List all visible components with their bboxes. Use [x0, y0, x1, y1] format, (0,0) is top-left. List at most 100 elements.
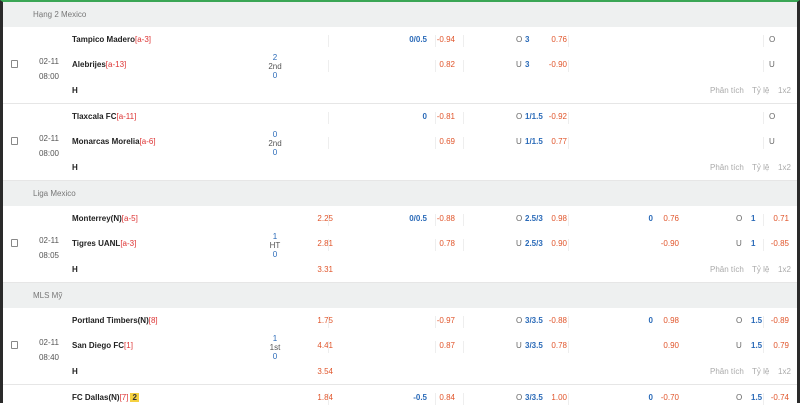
h1-ou-odds[interactable]: 0.79 — [773, 341, 789, 350]
odds-1x2[interactable]: 2.25 — [317, 214, 333, 223]
odds-1x2[interactable]: 3.54 — [317, 367, 333, 376]
handicap-line[interactable]: 0/0.5 — [409, 35, 427, 44]
team-name[interactable]: H — [72, 163, 78, 173]
team-name[interactable]: Tigres UANL[a-3] — [72, 239, 136, 249]
ou-label[interactable]: O — [516, 393, 523, 402]
ou-odds[interactable]: 0.90 — [551, 239, 567, 248]
analysis-link[interactable]: Phân tích — [710, 86, 744, 95]
ou-odds[interactable]: -0.92 — [548, 112, 567, 121]
1x2-link[interactable]: 1x2 — [778, 367, 791, 376]
h1-handicap-odds[interactable]: 0.90 — [663, 341, 679, 350]
odds-1x2[interactable]: 1.84 — [317, 393, 333, 402]
ou-label[interactable]: U — [516, 137, 522, 146]
h1-ou-line[interactable]: 1.5 — [751, 341, 763, 350]
handicap-odds[interactable]: 0.78 — [439, 239, 455, 248]
handicap-odds[interactable]: 0.84 — [439, 393, 455, 402]
h1-ou-odds[interactable]: -0.85 — [770, 239, 789, 248]
ou-line[interactable]: 2.5/3 — [525, 214, 543, 223]
h1-handicap-line[interactable]: 0 — [648, 393, 653, 402]
h1-handicap-line[interactable]: 0 — [648, 316, 653, 325]
ou-label[interactable]: U — [516, 60, 522, 69]
ou-odds[interactable]: 1.00 — [551, 393, 567, 402]
ou-label[interactable]: O — [516, 112, 523, 121]
handicap-line[interactable]: 0 — [422, 112, 427, 121]
ou-line[interactable]: 3/3.5 — [525, 393, 543, 402]
h1-ou-odds[interactable]: -0.89 — [770, 316, 789, 325]
favorite-icon[interactable] — [11, 239, 18, 247]
1x2-link[interactable]: 1x2 — [778, 163, 791, 172]
odds-link[interactable]: Tỷ lệ — [752, 367, 770, 376]
h1-ou-label[interactable]: U — [769, 137, 775, 146]
h1-handicap-odds[interactable]: 0.76 — [663, 214, 679, 223]
ou-line[interactable]: 3 — [525, 60, 530, 69]
handicap-odds[interactable]: -0.97 — [436, 316, 455, 325]
h1-ou-label[interactable]: O — [769, 112, 776, 121]
h1-ou-label[interactable]: O — [736, 214, 743, 223]
team-name[interactable]: San Diego FC[1] — [72, 341, 133, 351]
ou-label[interactable]: O — [516, 316, 523, 325]
team-name[interactable]: Alebrijes[a-13] — [72, 60, 126, 70]
h1-ou-line[interactable]: 1.5 — [751, 316, 763, 325]
h1-ou-label[interactable]: U — [736, 239, 742, 248]
ou-odds[interactable]: 0.78 — [551, 341, 567, 350]
team-name[interactable]: Monarcas Morelia[a-6] — [72, 137, 156, 147]
analysis-link[interactable]: Phân tích — [710, 367, 744, 376]
ou-line[interactable]: 3 — [525, 35, 530, 44]
team-name[interactable]: H — [72, 86, 78, 96]
h1-ou-line[interactable]: 1.5 — [751, 393, 763, 402]
handicap-odds[interactable]: -0.88 — [436, 214, 455, 223]
odds-1x2[interactable]: 4.41 — [317, 341, 333, 350]
favorite-icon[interactable] — [11, 60, 18, 68]
team-name[interactable]: H — [72, 367, 78, 377]
1x2-link[interactable]: 1x2 — [778, 265, 791, 274]
team-name[interactable]: H — [72, 265, 78, 275]
league-header[interactable]: Hạng 2 Mexico — [3, 2, 797, 27]
odds-1x2[interactable]: 2.81 — [317, 239, 333, 248]
team-name[interactable]: Tampico Madero[a-3] — [72, 35, 151, 45]
league-header[interactable]: MLS Mỹ — [3, 283, 797, 308]
ou-label[interactable]: O — [516, 214, 523, 223]
ou-odds[interactable]: 0.77 — [551, 137, 567, 146]
handicap-odds[interactable]: -0.94 — [436, 35, 455, 44]
analysis-link[interactable]: Phân tích — [710, 265, 744, 274]
handicap-odds[interactable]: 0.87 — [439, 341, 455, 350]
h1-ou-line[interactable]: 1 — [751, 214, 756, 223]
h1-handicap-line[interactable]: 0 — [648, 214, 653, 223]
handicap-odds[interactable]: -0.81 — [436, 112, 455, 121]
team-name[interactable]: FC Dallas(N)[7] 2 — [72, 393, 139, 403]
h1-ou-odds[interactable]: 0.71 — [773, 214, 789, 223]
odds-link[interactable]: Tỷ lệ — [752, 163, 770, 172]
ou-line[interactable]: 1/1.5 — [525, 112, 543, 121]
h1-handicap-odds[interactable]: -0.90 — [660, 239, 679, 248]
h1-ou-label[interactable]: U — [769, 60, 775, 69]
analysis-link[interactable]: Phân tích — [710, 163, 744, 172]
ou-line[interactable]: 3/3.5 — [525, 316, 543, 325]
odds-1x2[interactable]: 3.31 — [317, 265, 333, 274]
h1-ou-odds[interactable]: -0.74 — [770, 393, 789, 402]
ou-label[interactable]: O — [516, 35, 523, 44]
odds-link[interactable]: Tỷ lệ — [752, 86, 770, 95]
ou-label[interactable]: U — [516, 239, 522, 248]
h1-ou-label[interactable]: O — [769, 35, 776, 44]
favorite-icon[interactable] — [11, 341, 18, 349]
favorite-icon[interactable] — [11, 137, 18, 145]
h1-ou-label[interactable]: O — [736, 316, 743, 325]
ou-line[interactable]: 2.5/3 — [525, 239, 543, 248]
h1-handicap-odds[interactable]: 0.98 — [663, 316, 679, 325]
h1-ou-label[interactable]: O — [736, 393, 743, 402]
h1-handicap-odds[interactable]: -0.70 — [660, 393, 679, 402]
team-name[interactable]: Portland Timbers(N)[8] — [72, 316, 158, 326]
ou-odds[interactable]: -0.88 — [548, 316, 567, 325]
team-name[interactable]: Monterrey(N)[a-5] — [72, 214, 138, 224]
h1-ou-line[interactable]: 1 — [751, 239, 756, 248]
ou-line[interactable]: 3/3.5 — [525, 341, 543, 350]
handicap-odds[interactable]: 0.82 — [439, 60, 455, 69]
handicap-odds[interactable]: 0.69 — [439, 137, 455, 146]
ou-line[interactable]: 1/1.5 — [525, 137, 543, 146]
odds-link[interactable]: Tỷ lệ — [752, 265, 770, 274]
ou-odds[interactable]: 0.76 — [551, 35, 567, 44]
ou-odds[interactable]: -0.90 — [548, 60, 567, 69]
handicap-line[interactable]: -0.5 — [413, 393, 427, 402]
handicap-line[interactable]: 0/0.5 — [409, 214, 427, 223]
team-name[interactable]: Tlaxcala FC[a-11] — [72, 112, 136, 122]
